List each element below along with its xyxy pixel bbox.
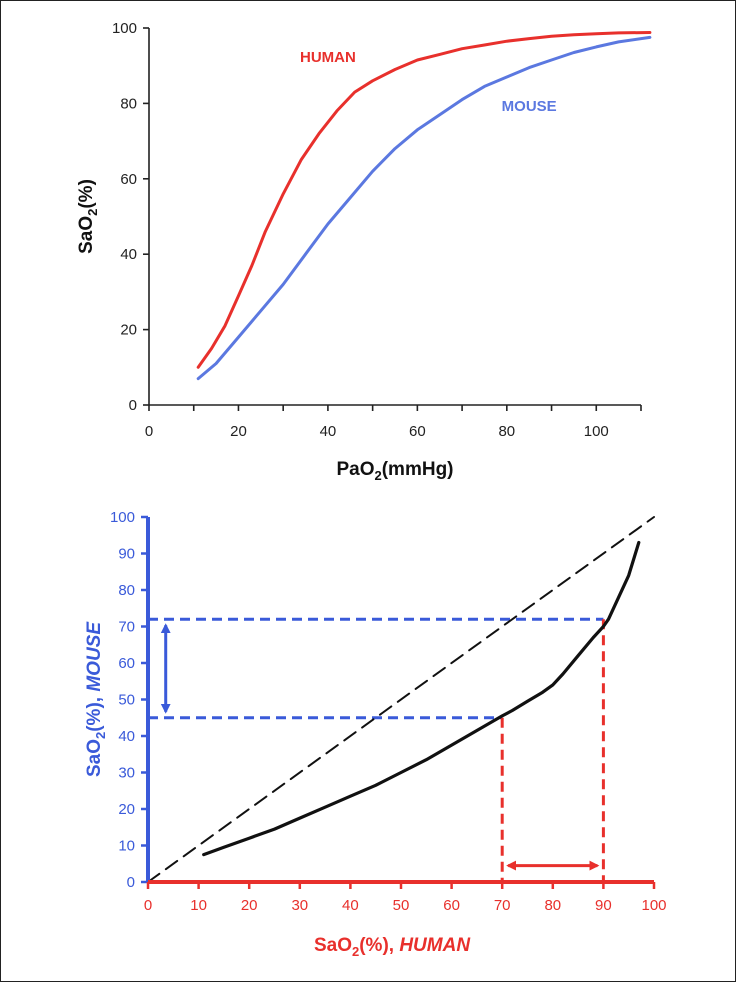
top-x-axis-title-rest: (mmHg) [382,459,454,480]
bot-x-tick-label: 10 [190,897,207,914]
series-human-line [196,31,652,369]
bot-y-ticks: 0 10 20 30 40 50 60 70 80 90 100 [110,509,148,891]
bot-y-axis-title: SaO2(%), MOUSE [84,621,108,777]
top-x-tick-label: 80 [498,423,515,440]
top-y-axis-title-sub: 2 [85,209,100,216]
bot-x-tick-label: 50 [393,897,410,914]
top-x-tick-label: 40 [320,423,337,440]
top-y-axis-title-main: SaO [76,216,97,254]
bot-series [147,516,655,883]
top-x-axis-title: PaO2(mmHg) [336,459,453,483]
bot-x-tick-label: 70 [494,897,511,914]
bot-x-axis-title-sub: 2 [352,944,359,959]
top-y-tick-label: 0 [129,397,137,414]
top-x-tick-label: 100 [584,423,609,440]
bot-x-axis-title: SaO2(%), HUMAN [314,935,471,959]
top-x-axis-title-main: PaO [336,459,374,480]
series-human-label: HUMAN [300,49,356,66]
bot-x-tick-label: 20 [241,897,258,914]
bot-x-axis-title-main: SaO [314,935,352,956]
bot-y-tick-label: 90 [118,546,135,563]
top-x-ticks: 0 20 40 60 80 100 [145,405,642,440]
bot-x-tick-label: 60 [443,897,460,914]
top-y-tick-label: 60 [120,171,137,188]
bot-x-tick-label: 80 [544,897,561,914]
bot-y-tick-label: 30 [118,765,135,782]
saturation-comparison-chart: 0 10 20 30 40 50 60 70 80 90 100 0 10 20 30 40 50 60 70 80… [84,509,667,959]
bot-y-tick-label: 70 [118,619,135,636]
bot-y-axis-title-rest: (%), [84,692,105,732]
bot-x-tick-label: 40 [342,897,359,914]
series-mouse-line [196,35,652,381]
identity-line [147,516,655,883]
top-y-tick-label: 100 [112,20,137,37]
bot-y-axis-title-sub: 2 [93,732,108,739]
bot-x-axis-title-rest: (%), [359,935,399,956]
top-x-axis-title-sub: 2 [375,468,382,483]
top-y-axis-title-rest: (%) [76,179,97,209]
top-y-tick-label: 40 [120,246,137,263]
top-x-tick-label: 60 [409,423,426,440]
bot-y-tick-label: 10 [118,838,135,855]
top-y-axis-title: SaO2(%) [76,179,100,254]
bot-y-tick-label: 100 [110,509,135,526]
bot-x-tick-label: 90 [595,897,612,914]
bot-x-tick-label: 30 [291,897,308,914]
oxygen-dissociation-chart: 0 20 40 60 80 100 0 20 40 60 80 100 HUMAN MOUSE PaO… [76,20,652,483]
bot-x-axis-title-italic: HUMAN [399,935,471,956]
mouse-vs-human-curve [202,540,641,857]
bot-y-tick-label: 80 [118,582,135,599]
top-y-tick-label: 80 [120,95,137,112]
bot-y-tick-label: 60 [118,655,135,672]
bot-y-tick-label: 40 [118,728,135,745]
top-y-tick-label: 20 [120,322,137,339]
top-y-ticks: 0 20 40 60 80 100 [112,20,149,414]
bot-y-tick-label: 20 [118,801,135,818]
bot-x-ticks: 0 10 20 30 40 50 60 70 80 90 100 [144,882,667,914]
series-mouse-label: MOUSE [502,98,557,115]
top-x-tick-label: 0 [145,423,153,440]
bot-y-axis-title-main: SaO [84,739,105,777]
bot-y-axis-title-italic: MOUSE [84,621,105,692]
bot-x-tick-label: 0 [144,897,152,914]
bot-y-tick-label: 50 [118,692,135,709]
top-x-tick-label: 20 [230,423,247,440]
bot-x-tick-label: 100 [641,897,666,914]
top-series: HUMAN MOUSE [196,31,652,381]
bot-y-tick-label: 0 [127,874,135,891]
bot-annotations [148,617,605,882]
